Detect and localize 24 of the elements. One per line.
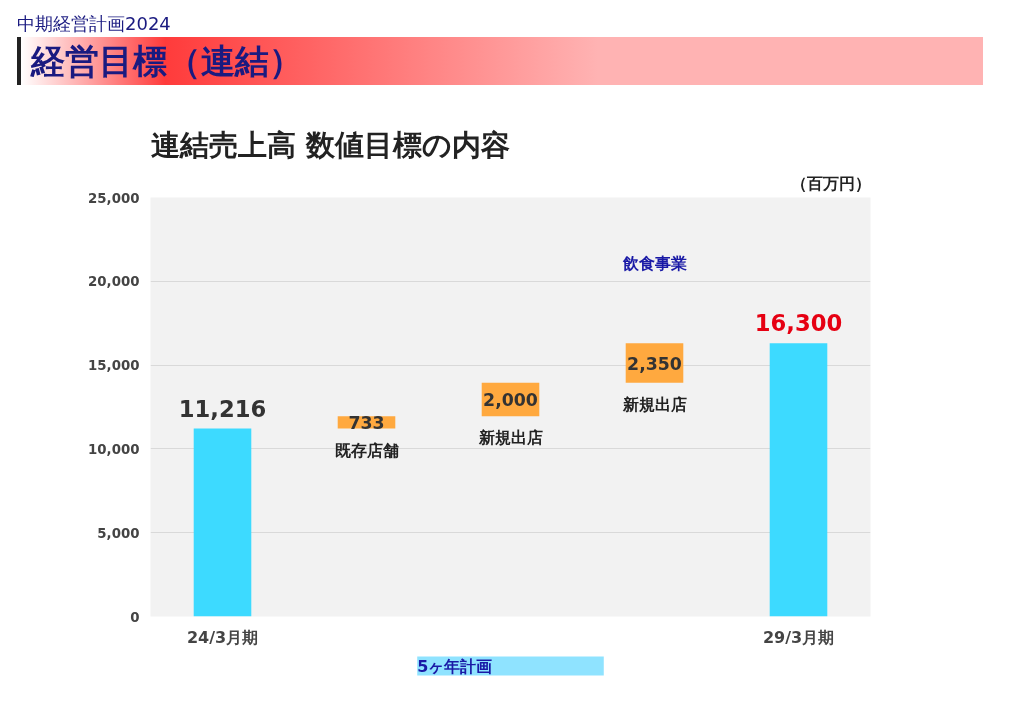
y-tick-label: 15,000 xyxy=(88,358,140,374)
y-tick-label: 0 xyxy=(130,609,140,625)
y-tick-label: 20,000 xyxy=(88,274,140,290)
chart-subtitle: 中期経営計画2024 xyxy=(17,12,172,36)
y-axis-title: （百万円） xyxy=(790,173,871,193)
x-tick-label: 24/3月期 xyxy=(186,627,259,647)
y-tick-label: 5,000 xyxy=(97,525,140,541)
annotation: 飲食事業 xyxy=(621,254,687,274)
y-tick-label: 10,000 xyxy=(88,441,140,457)
bar xyxy=(193,428,252,617)
text: 5ヶ年計画 xyxy=(417,656,493,676)
annotation: 新規出店 xyxy=(621,394,687,414)
data-label: 733 xyxy=(348,412,385,433)
x-tick-label: 29/3月期 xyxy=(762,627,835,647)
data-label: 2,350 xyxy=(627,353,682,374)
data-label: 2,000 xyxy=(483,389,538,410)
y-tick-label: 25,000 xyxy=(88,190,140,206)
annotation: 新規出店 xyxy=(477,428,543,448)
data-label: 11,216 xyxy=(178,395,267,422)
text: 経営目標（連結） xyxy=(17,36,983,86)
data-label: 16,300 xyxy=(754,310,843,337)
bar xyxy=(769,343,828,617)
annotation: 既存店舗 xyxy=(334,440,399,460)
chart-title: 連結売上高 数値目標の内容 xyxy=(150,127,510,162)
